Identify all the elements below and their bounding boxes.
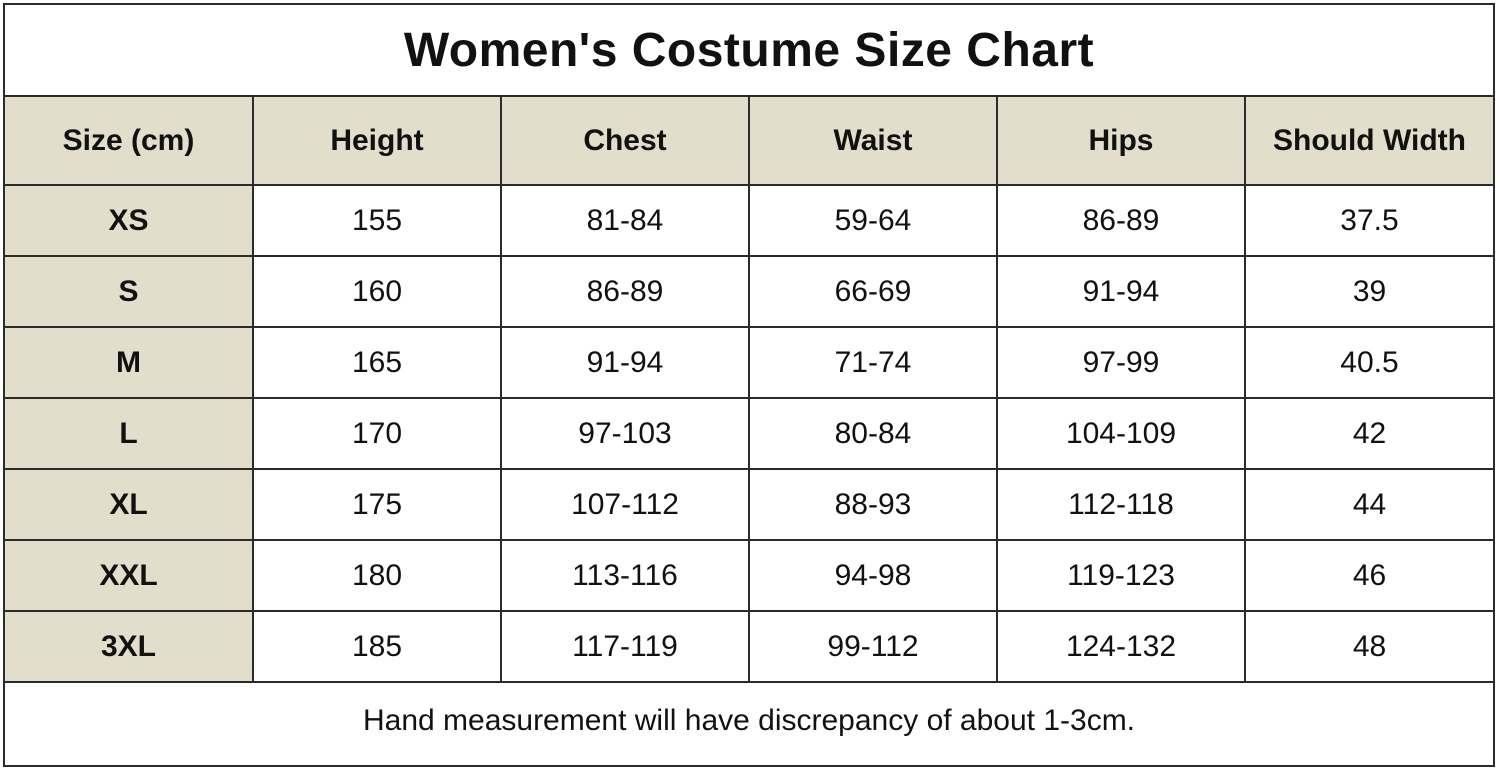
size-cell: XS	[5, 184, 254, 257]
header-height: Height	[252, 95, 502, 186]
waist-cell: 99-112	[748, 610, 998, 683]
size-cell: L	[5, 397, 254, 470]
waist-cell: 59-64	[748, 184, 998, 257]
chest-cell: 97-103	[500, 397, 750, 470]
table-row: XS 155 81-84 59-64 86-89 37.5	[5, 184, 1493, 257]
size-cell: XL	[5, 468, 254, 541]
height-cell: 170	[252, 397, 502, 470]
height-cell: 155	[252, 184, 502, 257]
chest-cell: 117-119	[500, 610, 750, 683]
size-cell: XXL	[5, 539, 254, 612]
header-hips: Hips	[996, 95, 1246, 186]
height-cell: 175	[252, 468, 502, 541]
height-cell: 180	[252, 539, 502, 612]
shoulder-width-cell: 44	[1244, 468, 1493, 541]
table-row: XXL 180 113-116 94-98 119-123 46	[5, 539, 1493, 612]
measurement-note: Hand measurement will have discrepancy o…	[362, 704, 1136, 737]
table-row: L 170 97-103 80-84 104-109 42	[5, 397, 1493, 470]
height-cell: 185	[252, 610, 502, 683]
shoulder-width-cell: 39	[1244, 255, 1493, 328]
header-row: Size (cm) Height Chest Waist Hips Should…	[5, 95, 1493, 186]
hips-cell: 119-123	[996, 539, 1246, 612]
table-row: 3XL 185 117-119 99-112 124-132 48	[5, 610, 1493, 683]
shoulder-width-cell: 46	[1244, 539, 1493, 612]
shoulder-width-cell: 42	[1244, 397, 1493, 470]
chest-cell: 113-116	[500, 539, 750, 612]
waist-cell: 80-84	[748, 397, 998, 470]
hips-cell: 124-132	[996, 610, 1246, 683]
header-shoulder-width: Should Width	[1244, 95, 1493, 186]
table-row: M 165 91-94 71-74 97-99 40.5	[5, 326, 1493, 399]
size-chart-frame: Women's Costume Size Chart Size (cm) Hei…	[3, 3, 1495, 767]
chest-cell: 86-89	[500, 255, 750, 328]
header-size: Size (cm)	[5, 95, 254, 186]
table-row: XL 175 107-112 88-93 112-118 44	[5, 468, 1493, 541]
size-cell: 3XL	[5, 610, 254, 683]
shoulder-width-cell: 37.5	[1244, 184, 1493, 257]
size-cell: M	[5, 326, 254, 399]
table-row: S 160 86-89 66-69 91-94 39	[5, 255, 1493, 328]
height-cell: 165	[252, 326, 502, 399]
size-cell: S	[5, 255, 254, 328]
hips-cell: 86-89	[996, 184, 1246, 257]
hips-cell: 104-109	[996, 397, 1246, 470]
chart-title: Women's Costume Size Chart	[403, 23, 1095, 77]
waist-cell: 71-74	[748, 326, 998, 399]
hips-cell: 112-118	[996, 468, 1246, 541]
header-chest: Chest	[500, 95, 750, 186]
header-waist: Waist	[748, 95, 998, 186]
size-table: Size (cm) Height Chest Waist Hips Should…	[5, 95, 1493, 683]
shoulder-width-cell: 48	[1244, 610, 1493, 683]
hips-cell: 97-99	[996, 326, 1246, 399]
chest-cell: 81-84	[500, 184, 750, 257]
waist-cell: 94-98	[748, 539, 998, 612]
chest-cell: 107-112	[500, 468, 750, 541]
waist-cell: 66-69	[748, 255, 998, 328]
waist-cell: 88-93	[748, 468, 998, 541]
height-cell: 160	[252, 255, 502, 328]
shoulder-width-cell: 40.5	[1244, 326, 1493, 399]
chest-cell: 91-94	[500, 326, 750, 399]
hips-cell: 91-94	[996, 255, 1246, 328]
